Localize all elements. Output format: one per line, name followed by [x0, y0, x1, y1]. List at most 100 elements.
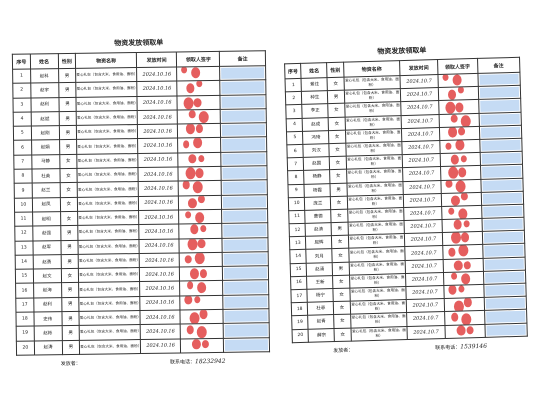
table-cell: 爱心礼包（包含大米、食用油、面粉） — [77, 181, 139, 198]
remark-cell — [479, 151, 523, 166]
phone: 联系电话：18232942 — [170, 358, 226, 366]
fingerprint — [460, 155, 467, 163]
table-cell: 4 — [13, 111, 32, 127]
fingerprint — [191, 67, 201, 79]
redaction — [225, 338, 269, 351]
remark-cell — [480, 164, 523, 179]
fingerprint — [183, 96, 195, 109]
footer: 发放者： 联系电话：18232942 — [16, 357, 270, 368]
fingerprint — [184, 295, 193, 305]
redaction — [221, 81, 265, 94]
fingerprint — [450, 114, 458, 123]
remark-cell — [221, 180, 268, 196]
signature-cell — [179, 280, 224, 296]
fingerprint — [198, 195, 206, 204]
table-cell: 2024.10.7 — [403, 180, 441, 195]
signature-cell — [443, 284, 484, 299]
fingerprint — [187, 237, 199, 250]
table-cell: 19 — [16, 326, 35, 341]
header-cell: 发放时间 — [399, 59, 438, 76]
table-cell: 2024.10.7 — [405, 259, 444, 274]
fingerprint — [197, 238, 207, 249]
table-cell: 2024.10.16 — [136, 95, 178, 111]
signature-cell — [444, 323, 485, 339]
signature-cell — [180, 323, 224, 339]
fingerprint — [445, 142, 452, 151]
table-cell: 6 — [286, 144, 304, 158]
fingerprint — [454, 102, 464, 113]
fingerprint — [466, 325, 474, 335]
table-cell: 爱心礼包（包含大米、食用油、面粉） — [75, 81, 137, 97]
phone: 联系电话：1539146 — [435, 343, 487, 351]
signature-cell — [178, 209, 223, 225]
fingerprint — [452, 74, 462, 86]
remark-cell — [484, 322, 528, 338]
table-cell: 9 — [287, 183, 305, 198]
redaction — [224, 253, 267, 265]
signature-cell — [439, 139, 480, 154]
fingerprint — [447, 89, 456, 100]
redaction — [223, 238, 267, 251]
signature-cell — [440, 165, 481, 181]
fingerprint — [193, 181, 204, 194]
redaction — [482, 179, 522, 191]
table-cell: 11 — [288, 210, 306, 224]
table-cell: 2024.10.16 — [136, 81, 178, 97]
table-cell: 女 — [331, 235, 349, 250]
remark-cell — [480, 177, 524, 193]
remark-cell — [221, 151, 267, 167]
table-cell: 17 — [290, 289, 308, 303]
issuer: 发放者： — [61, 360, 81, 367]
fingerprint — [457, 208, 468, 220]
table-cell: 8 — [13, 169, 32, 184]
table-cell: 女 — [334, 327, 352, 342]
header-cell: 姓名 — [301, 62, 328, 79]
signature-cell — [178, 180, 222, 196]
table-cell: 3 — [285, 104, 303, 119]
remark-cell — [219, 65, 266, 81]
table-cell: 赵军 — [32, 240, 61, 255]
table-cell: 2024.10.16 — [136, 66, 178, 82]
phone-number: 18232942 — [194, 357, 226, 366]
table-cell: 女 — [330, 209, 348, 223]
fingerprint — [187, 325, 195, 335]
fingerprint — [453, 300, 464, 312]
table-cell: 爱心礼包（包含大米、食用油、面粉） — [78, 253, 140, 269]
fingerprint — [457, 86, 464, 94]
fingerprint — [448, 248, 456, 257]
table-cell: 女 — [332, 274, 350, 289]
table-cell: 2024.10.7 — [402, 166, 441, 182]
remark-cell — [479, 124, 522, 140]
fingerprint — [185, 211, 192, 219]
table-cell: 女 — [60, 268, 79, 284]
footer: 发放者： 联系电话：1539146 — [292, 341, 528, 355]
table-cell: 女 — [332, 248, 349, 263]
table-cell: 女 — [328, 116, 346, 131]
header-cell: 性别 — [326, 62, 344, 78]
redaction — [221, 95, 265, 108]
table-cell: 薛宗 — [308, 328, 335, 343]
table-cell: 赵涌 — [306, 262, 333, 277]
table-cell: 男 — [61, 311, 80, 326]
redaction — [480, 139, 521, 152]
header-cell: 领取人签字 — [437, 58, 478, 75]
table-cell: 赵利 — [33, 297, 62, 313]
table-cell: 赵国 — [303, 156, 330, 171]
table-cell: 18 — [15, 312, 34, 327]
fingerprint — [450, 272, 457, 280]
table-cell: 杜菲 — [307, 301, 334, 316]
redaction — [307, 259, 332, 260]
table-cell: 2024.10.7 — [400, 74, 439, 89]
table-cell: 女 — [59, 168, 78, 184]
fingerprint — [463, 297, 472, 308]
table-cell: 赵海 — [33, 283, 62, 298]
table-cell: 刘月 — [306, 249, 333, 263]
receipt-table: 序号 姓名 性别 物资名称 发放时间 领取人签字 备注 1 景往女爱心礼包（包含大米、食用油、面… — [284, 57, 528, 343]
fingerprint — [183, 180, 191, 190]
table-cell: 男 — [58, 96, 77, 112]
redaction — [483, 231, 524, 244]
table-cell: 男 — [61, 340, 80, 355]
fingerprint — [455, 179, 466, 193]
fingerprint — [447, 126, 457, 138]
table-cell: 2024.10.16 — [139, 281, 181, 297]
